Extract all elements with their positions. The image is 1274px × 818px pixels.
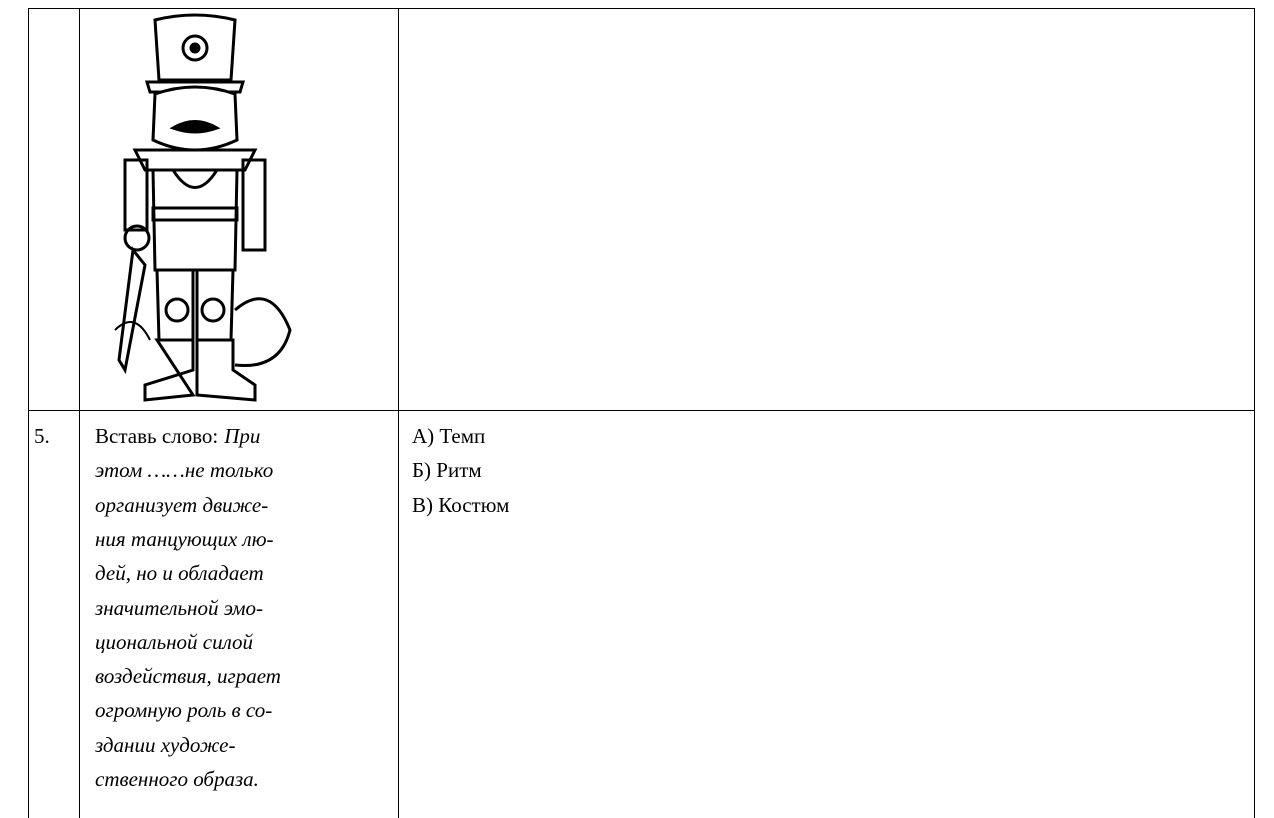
answer-option: Б) Ритм	[412, 458, 482, 483]
border	[1254, 8, 1255, 818]
question-line: дей, но и обладает	[95, 561, 264, 586]
question-line: организует движе-	[95, 492, 269, 517]
question-line: ния танцующих лю-	[95, 526, 274, 551]
question-line: ственного образа.	[95, 767, 259, 791]
answer-option: А) Темп	[412, 424, 486, 448]
question-prefix: Вставь слово:	[95, 424, 219, 448]
question-line: значительной эмо-	[95, 595, 264, 620]
border	[28, 410, 1255, 411]
question-line: здании художе-	[95, 732, 236, 757]
border	[28, 8, 1255, 9]
answer-option: В) Костюм	[412, 492, 510, 517]
question-line: циональной силой	[95, 629, 254, 654]
border	[28, 8, 29, 818]
question-line: огромную роль в со-	[95, 698, 273, 723]
nutcracker-illustration	[114, 13, 292, 402]
question-line: этом ……не только	[95, 458, 274, 483]
row-number: 5.	[34, 424, 50, 448]
question-line: При	[224, 424, 261, 448]
border	[79, 8, 80, 818]
question-line: воздействия, играет	[95, 664, 281, 689]
border	[398, 8, 399, 818]
